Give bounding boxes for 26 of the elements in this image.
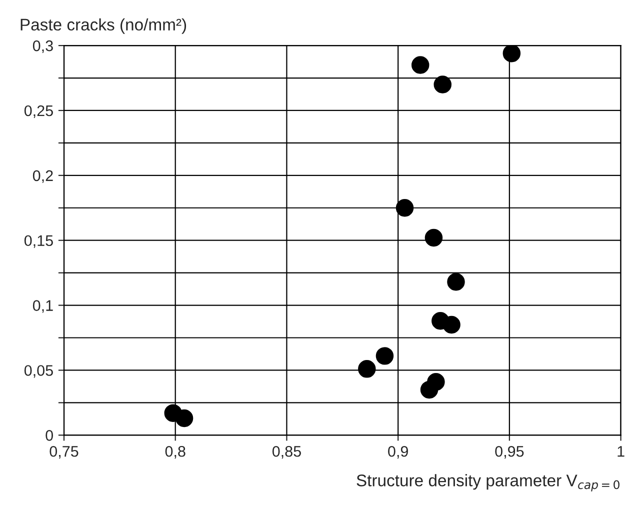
- x-tick-label: 1: [618, 446, 624, 457]
- point: [420, 380, 438, 399]
- point: [411, 56, 430, 74]
- x-tick-label: 0,75: [50, 446, 78, 459]
- point: [175, 409, 194, 428]
- x-tick-label: 0,9: [388, 446, 408, 459]
- point: [442, 316, 460, 334]
- point: [358, 360, 376, 378]
- point: [447, 273, 465, 291]
- x-axis-title: Structure density parameter V$_{cap=0}$: [356, 474, 620, 492]
- y-tick-label: 0,25: [24, 105, 53, 118]
- point: [434, 76, 452, 94]
- y-tick-label: 0,05: [24, 365, 53, 378]
- y-tick-label: 0,2: [32, 170, 53, 183]
- point: [376, 347, 394, 365]
- y-tick-label: 0: [46, 430, 53, 441]
- point: [424, 228, 443, 247]
- y-tick-label: 0,3: [32, 40, 53, 54]
- y-tick-label: 0,15: [24, 235, 53, 248]
- point: [502, 46, 521, 62]
- x-tick-label: 0,8: [165, 446, 186, 459]
- x-tick-label: 0,85: [272, 446, 301, 459]
- point: [396, 199, 414, 217]
- x-tick-label: 0,95: [495, 446, 524, 459]
- y-tick-label: 0,1: [32, 300, 53, 313]
- y-axis-title: Paste cracks (no/mm²): [20, 18, 186, 34]
